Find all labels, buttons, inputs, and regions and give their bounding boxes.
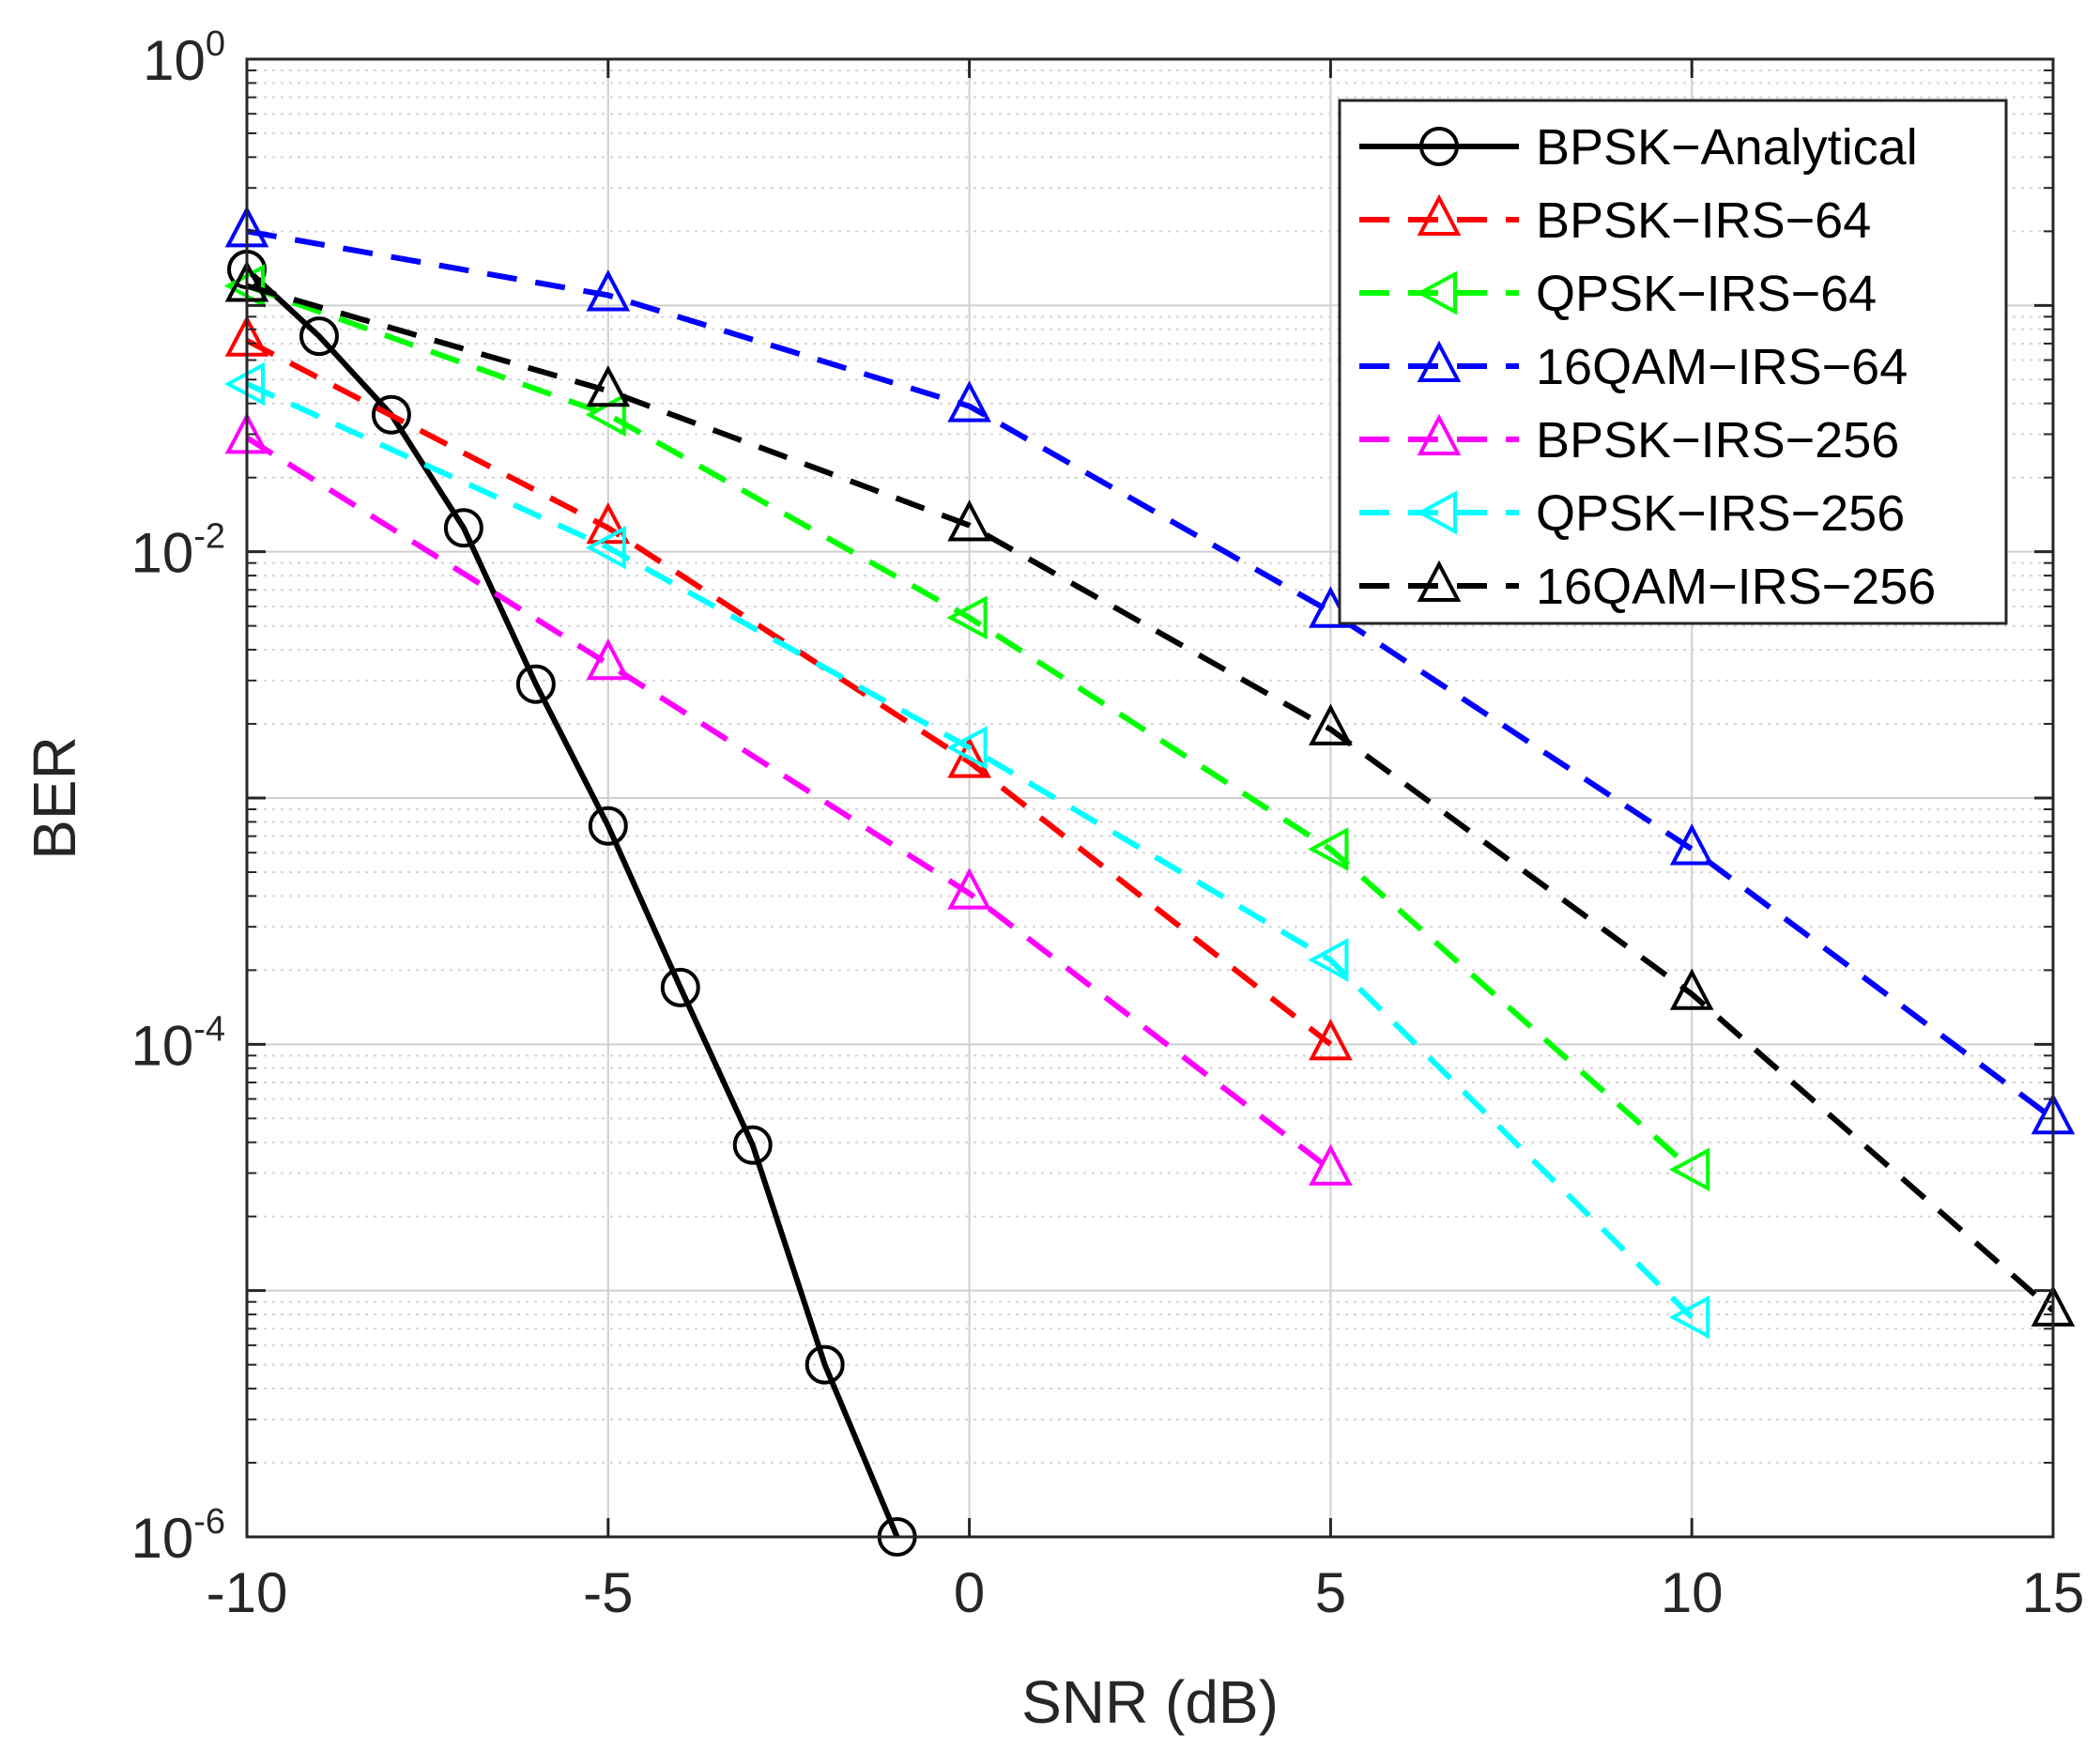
data-point (946, 726, 988, 770)
series-line (245, 338, 1333, 1047)
data-point (586, 501, 631, 545)
legend-label: 16QAM−IRS−64 (1536, 339, 1908, 395)
legend-label: BPSK−IRS−256 (1536, 412, 1899, 468)
data-point (1308, 827, 1349, 871)
data-point (586, 269, 631, 312)
ticks: -10 -5 0 5 10 15 100 10-2 10-4 10-6 (130, 24, 2084, 1624)
x-tick-label: 15 (2022, 1561, 2085, 1624)
data-point (371, 394, 411, 435)
legend-entry-3: 16QAM−IRS−64 (1359, 339, 1908, 395)
x-tick-label: 0 (954, 1561, 985, 1624)
legend-entry-0: BPSK−Analytical (1359, 119, 1918, 176)
data-point (1668, 1147, 1710, 1192)
series-line (244, 267, 900, 1539)
x-tick-label: -10 (207, 1561, 288, 1624)
x-tick-label: -5 (583, 1561, 633, 1624)
data-point (1669, 823, 1714, 866)
legend-label: QPSK−IRS−256 (1536, 485, 1905, 542)
data-point (585, 525, 626, 570)
data-point (1669, 968, 1714, 1010)
data-point (947, 736, 991, 778)
data-point (1668, 1295, 1710, 1340)
data-point (946, 595, 988, 640)
x-tick-label: 5 (1315, 1561, 1346, 1624)
data-point (805, 1344, 845, 1385)
data-point (1309, 1144, 1353, 1186)
legend-marker (1417, 193, 1462, 236)
data-point (443, 508, 483, 548)
series-line (245, 381, 1694, 1320)
data-point (515, 664, 556, 704)
legend-marker (1417, 560, 1462, 602)
data-point (588, 806, 628, 846)
y-tick-label: 10-4 (130, 1009, 225, 1077)
y-tick-label: 100 (143, 24, 225, 92)
legend-box (1338, 99, 2008, 625)
legend-marker (1416, 490, 1457, 535)
series-6 (224, 260, 2076, 1327)
legend-marker (1419, 127, 1459, 166)
data-point (947, 867, 991, 910)
data-point (586, 637, 631, 681)
y-tick-label: 10-6 (130, 1502, 225, 1570)
legend-entry-4: BPSK−IRS−256 (1359, 412, 1899, 468)
data-point (660, 967, 700, 1007)
data-point (586, 365, 631, 407)
series-line (246, 228, 2055, 1121)
x-tick-label: 10 (1661, 1561, 1724, 1624)
y-axis-label: BER (21, 736, 88, 860)
legend-entry-2: QPSK−IRS−64 (1359, 266, 1877, 322)
legend-entry-5: QPSK−IRS−256 (1359, 485, 1905, 542)
series-2 (223, 264, 1710, 1192)
legend-entry-6: 16QAM−IRS−256 (1359, 559, 1936, 615)
data-point (1308, 938, 1349, 982)
legend-label: BPSK−Analytical (1536, 119, 1918, 176)
legend-marker (1416, 270, 1457, 315)
series-line (246, 283, 2055, 1313)
series-layer (223, 206, 2076, 1557)
data-point (947, 499, 991, 542)
series-line (245, 435, 1333, 1173)
legend-label: QPSK−IRS−64 (1536, 266, 1877, 322)
data-point (1309, 1019, 1353, 1061)
legend-entry-1: BPSK−IRS−64 (1359, 192, 1871, 249)
legend-label: 16QAM−IRS−256 (1536, 559, 1936, 615)
y-tick-label: 10-2 (130, 517, 225, 585)
legend-marker (1417, 413, 1462, 455)
legend-marker (1417, 340, 1462, 382)
legend-label: BPSK−IRS−64 (1536, 192, 1871, 249)
legend: BPSK−Analytical BPSK−IRS−64 QPSK−IRS−64 16Q… (1338, 99, 2008, 625)
data-point (1309, 703, 1353, 745)
x-axis-label: SNR (dB) (1021, 1668, 1279, 1736)
data-point (299, 316, 339, 357)
series-line (245, 283, 1694, 1173)
data-point (947, 380, 991, 422)
data-point (732, 1125, 773, 1165)
